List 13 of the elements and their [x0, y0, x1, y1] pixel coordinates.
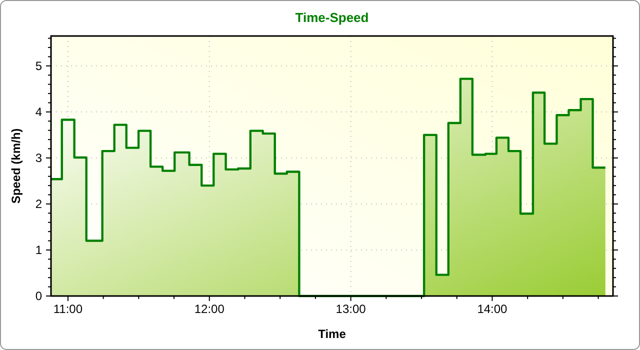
y-tick-label: 2 [35, 196, 42, 211]
chart-title: Time-Speed [295, 10, 369, 25]
x-axis-title: Time [318, 327, 346, 341]
x-tick-label: 14:00 [477, 302, 508, 316]
y-tick-label: 5 [35, 58, 42, 73]
y-tick-label: 1 [35, 242, 42, 257]
y-tick-label: 0 [35, 289, 42, 303]
y-tick-label: 3 [35, 150, 42, 165]
x-tick-label: 11:00 [53, 302, 83, 316]
y-tick-label: 4 [35, 104, 42, 119]
x-tick-label: 13:00 [336, 302, 366, 316]
y-axis-title: Speed (km/h) [9, 128, 23, 204]
x-tick-label: 12:00 [194, 302, 225, 316]
